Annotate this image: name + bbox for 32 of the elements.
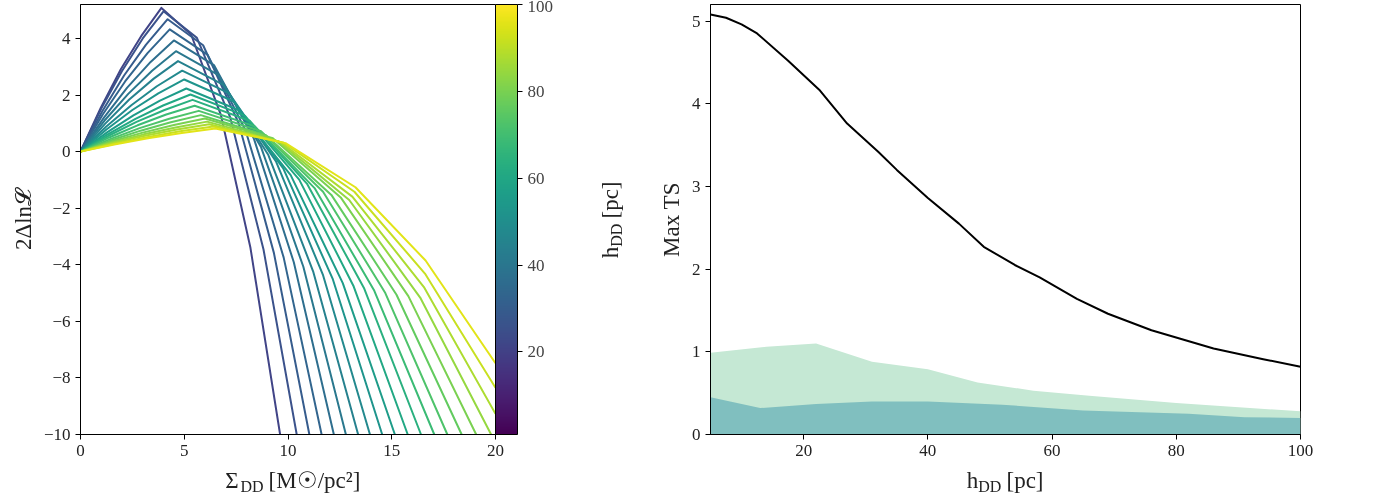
y-tick-label: 4 <box>692 94 701 114</box>
x-tick-label: 20 <box>795 440 813 460</box>
color-bar-title: hDD [pc] <box>598 181 625 259</box>
y-tick-label: 3 <box>692 176 701 196</box>
y-tick-label: 4 <box>62 28 71 48</box>
x-tick-label: 80 <box>1167 440 1185 460</box>
y-tick-label: 0 <box>62 142 71 162</box>
x-tick-label: 100 <box>1287 440 1314 460</box>
y-axis-title: 2Δln𝓛 <box>10 185 36 251</box>
color-bar-label: 60 <box>527 168 545 188</box>
x-tick-label: 15 <box>383 440 401 460</box>
x-tick-label: 10 <box>279 440 297 460</box>
color-bar-label: 40 <box>527 255 545 275</box>
y-tick-label: −2 <box>52 198 71 218</box>
x-tick-label: 40 <box>919 440 937 460</box>
y-tick-label: −6 <box>52 311 71 331</box>
color-bar-label: 20 <box>527 342 545 362</box>
y-tick-label: 0 <box>692 425 701 444</box>
y-tick-label: −10 <box>43 425 71 444</box>
color-bar-label: 100 <box>527 0 553 16</box>
x-tick-label: 5 <box>180 440 189 460</box>
x-tick-label: 0 <box>76 440 85 460</box>
color-bar-label: 80 <box>527 81 545 101</box>
y-tick-label: 2 <box>692 259 701 279</box>
y-tick-label: −4 <box>52 255 71 275</box>
y-tick-label: 2 <box>62 85 71 105</box>
x-tick-label: 60 <box>1043 440 1061 460</box>
y-axis-title: Max TS <box>659 182 684 257</box>
x-tick-label: 20 <box>487 440 504 460</box>
y-tick-label: −8 <box>52 368 71 388</box>
y-tick-label: 5 <box>692 11 701 31</box>
y-tick-label: 1 <box>692 342 701 362</box>
